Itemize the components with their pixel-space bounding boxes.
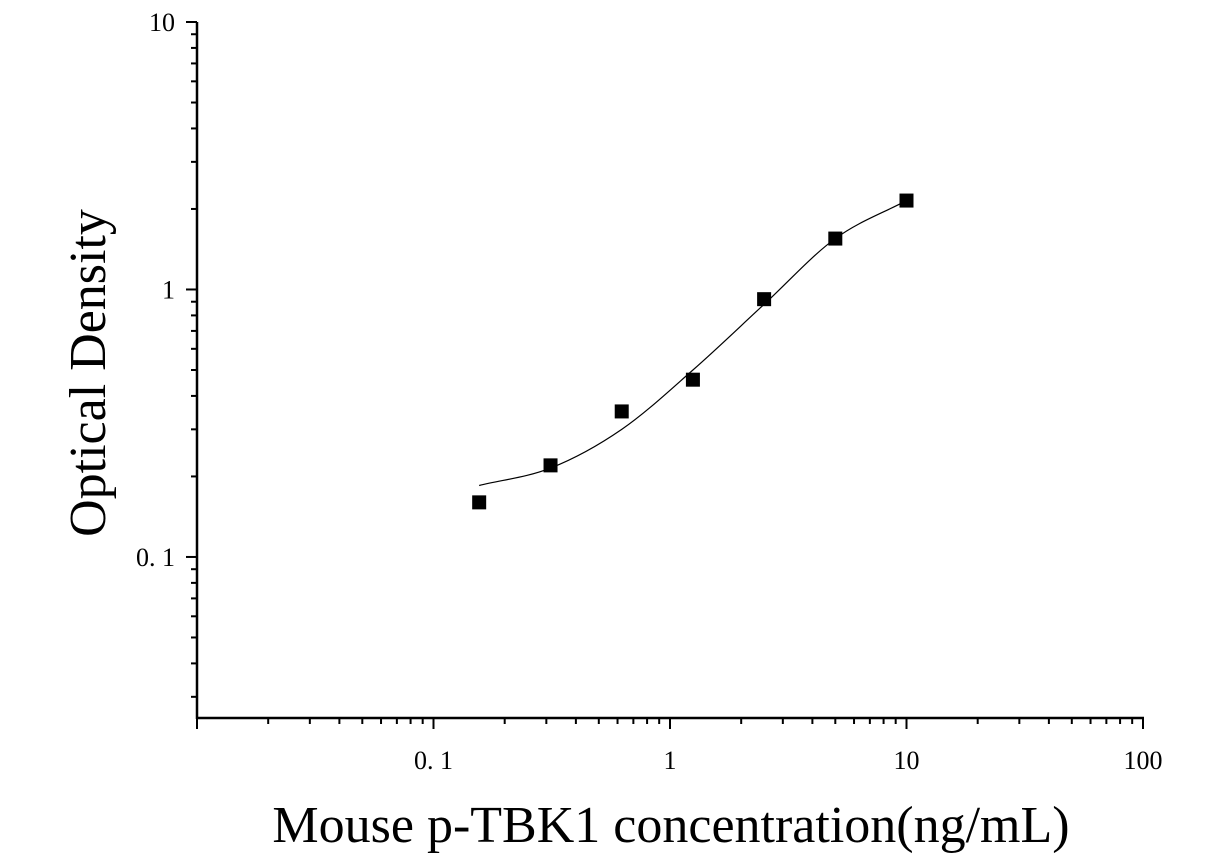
- y-axis-title: Optical Density: [60, 209, 117, 537]
- x-axis-title: Mouse p-TBK1 concentration(ng/mL): [272, 797, 1069, 854]
- data-point: [543, 458, 558, 473]
- data-point: [828, 231, 843, 246]
- data-points-layer: [472, 193, 914, 510]
- y-axis: 0. 1 1 10: [136, 8, 199, 719]
- data-point: [685, 372, 700, 387]
- data-point: [757, 292, 772, 307]
- fit-curve: [479, 200, 907, 487]
- x-tick-label: 100: [1124, 746, 1163, 775]
- data-point: [899, 193, 914, 208]
- x-axis: 0. 1 1 10 100: [196, 716, 1163, 775]
- x-tick-label: 1: [664, 746, 677, 775]
- y-tick-label: 10: [149, 8, 175, 37]
- y-tick-label: 0. 1: [136, 543, 175, 572]
- data-point: [614, 404, 629, 419]
- y-tick-label: 1: [162, 275, 175, 304]
- fit-curve-layer: [479, 200, 907, 487]
- x-tick-label: 0. 1: [414, 746, 453, 775]
- x-tick-label: 10: [894, 746, 920, 775]
- data-point: [472, 495, 487, 510]
